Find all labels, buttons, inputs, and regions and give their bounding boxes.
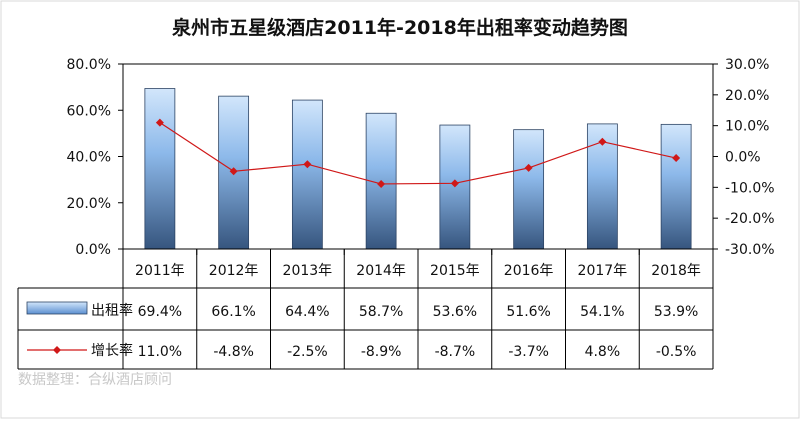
- bar: [513, 129, 545, 250]
- source-note: 数据整理：合纵酒店顾问: [18, 372, 172, 388]
- growth-rate-point: [377, 179, 386, 188]
- growth-rate-point: [598, 137, 607, 146]
- x-category-label: 2012年: [209, 263, 259, 279]
- x-category-label: 2018年: [651, 263, 701, 279]
- growth-value-label: -3.7%: [508, 344, 549, 360]
- occupancy-value-label: 51.6%: [506, 304, 550, 320]
- x-category-label: 2016年: [504, 263, 554, 279]
- y-right-tick-label: 0.0%: [725, 150, 761, 166]
- y-right-tick-label: -10.0%: [725, 180, 775, 196]
- y-left-tick-label: 40.0%: [67, 150, 111, 166]
- x-category-label: 2011年: [135, 263, 185, 279]
- chart-title: 泉州市五星级酒店2011年-2018年出租率变动趋势图: [171, 16, 628, 39]
- y-left-tick-label: 20.0%: [67, 196, 111, 212]
- growth-value-label: 11.0%: [138, 344, 182, 360]
- legend-label-growth: 增长率: [91, 342, 133, 359]
- x-category-label: 2017年: [578, 263, 628, 279]
- growth-rate-point: [450, 179, 459, 188]
- occupancy-value-label: 53.9%: [654, 304, 698, 320]
- growth-value-label: -4.8%: [213, 344, 254, 360]
- y-left-tick-label: 80.0%: [67, 57, 111, 73]
- x-category-label: 2015年: [430, 263, 480, 279]
- growth-rate-point: [672, 154, 681, 163]
- occupancy-value-label: 66.1%: [211, 304, 255, 320]
- growth-rate-point: [229, 167, 238, 176]
- growth-rate-point: [303, 160, 312, 169]
- growth-value-label: 4.8%: [585, 344, 621, 360]
- occupancy-value-label: 54.1%: [580, 304, 624, 320]
- y-right-tick-label: 10.0%: [725, 119, 769, 135]
- y-left-tick-label: 0.0%: [75, 242, 111, 258]
- y-right-tick-label: 30.0%: [725, 57, 769, 73]
- legend-label-occupancy: 出租率: [91, 302, 133, 319]
- occupancy-value-label: 64.4%: [285, 304, 329, 320]
- growth-rate-point: [155, 118, 164, 127]
- growth-rate-point: [524, 163, 533, 172]
- occupancy-value-label: 58.7%: [359, 304, 403, 320]
- occupancy-value-label: 53.6%: [433, 304, 477, 320]
- legend-key-occupancy: [26, 301, 88, 315]
- growth-value-label: -8.7%: [435, 344, 476, 360]
- growth-value-label: -2.5%: [287, 344, 328, 360]
- growth-rate-line: [159, 122, 677, 185]
- x-category-label: 2013年: [283, 263, 333, 279]
- y-right-tick-label: -20.0%: [725, 211, 775, 227]
- occupancy-value-label: 69.4%: [138, 304, 182, 320]
- legend-key-growth-marker: [53, 346, 61, 354]
- bar: [660, 123, 692, 250]
- growth-value-label: -8.9%: [361, 344, 402, 360]
- y-right-tick-label: 20.0%: [725, 88, 769, 104]
- growth-value-label: -0.5%: [656, 344, 697, 360]
- x-category-label: 2014年: [356, 263, 406, 279]
- bar: [291, 99, 323, 250]
- y-right-tick-label: -30.0%: [725, 242, 775, 258]
- bar: [144, 88, 176, 250]
- y-left-tick-label: 60.0%: [67, 103, 111, 119]
